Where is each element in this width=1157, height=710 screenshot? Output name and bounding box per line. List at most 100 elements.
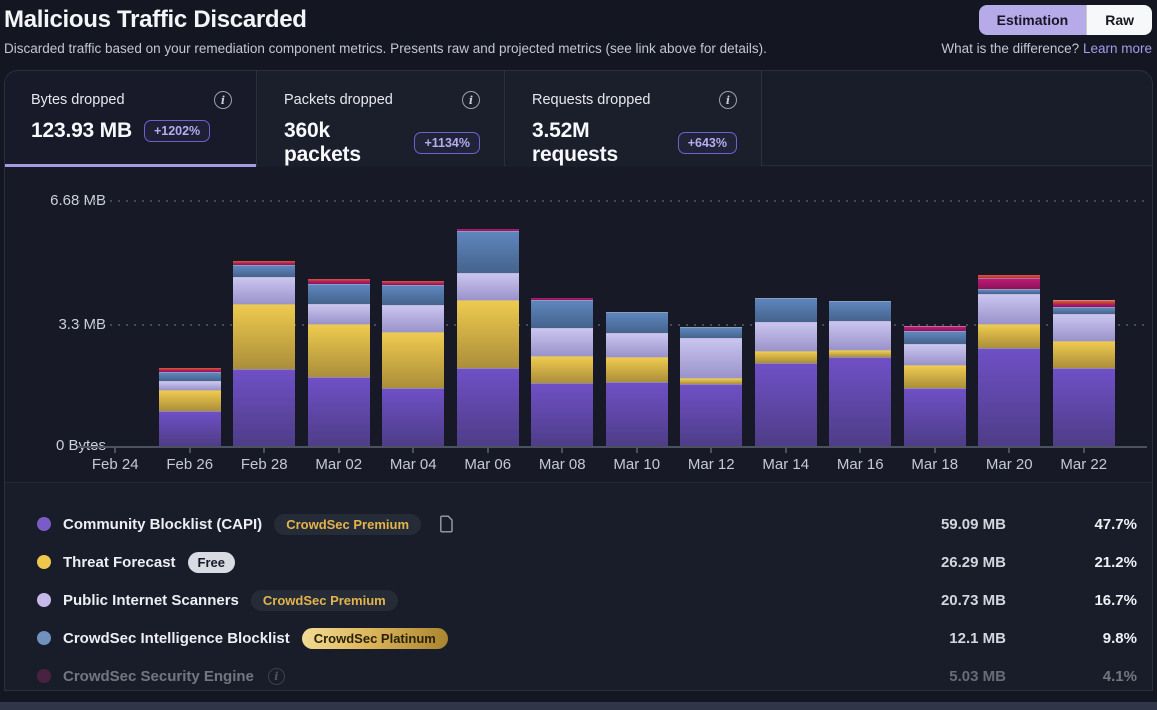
learn-more-link[interactable]: Learn more xyxy=(1082,41,1152,56)
tab-packets-dropped[interactable]: Packets dropped 360k packets +1134% xyxy=(258,71,505,166)
raw-toggle-button[interactable]: Raw xyxy=(1086,5,1152,35)
x-tick-mark xyxy=(561,448,564,453)
bar-segment-threat-forecast xyxy=(903,364,966,389)
bar-segment-crowdsec-intelligence-blocklist xyxy=(680,326,743,338)
legend-row-community-blocklist-capi[interactable]: Community Blocklist (CAPI) CrowdSec Premi… xyxy=(5,505,1152,543)
bar-slot-mar-04 xyxy=(376,167,451,446)
x-tick-label-mar-14: Mar 14 xyxy=(762,456,810,473)
bar-slot-mar-08 xyxy=(525,167,600,446)
bar-mar-16[interactable] xyxy=(829,301,892,446)
x-tick-mark xyxy=(1008,448,1011,453)
legend-item-percent: 47.7% xyxy=(1094,515,1137,533)
bar-segment-crowdsec-security-engine xyxy=(1052,304,1115,308)
bar-segment-community-blocklist-capi xyxy=(903,388,966,446)
bar-mar-10[interactable] xyxy=(605,311,668,446)
bar-segment-public-internet-scanners xyxy=(829,320,892,351)
bar-slot-mar-12 xyxy=(674,167,749,446)
x-tick-label-mar-22: Mar 22 xyxy=(1060,456,1108,473)
x-tick-mark xyxy=(1082,448,1085,453)
x-tick-mark xyxy=(263,448,266,453)
tab-requests-dropped[interactable]: Requests dropped 3.52M requests +643% xyxy=(506,71,762,166)
bar-segment-threat-forecast xyxy=(456,299,519,368)
bar-mar-22[interactable] xyxy=(1052,299,1115,446)
page-title: Malicious Traffic Discarded xyxy=(4,6,307,33)
legend-item-percent: 16.7% xyxy=(1094,591,1137,609)
bar-slot-feb-28 xyxy=(227,167,302,446)
bar-segment-public-internet-scanners xyxy=(531,327,594,356)
legend-row-public-internet-scanners[interactable]: Public Internet Scanners CrowdSec Premium… xyxy=(5,581,1152,619)
legend-item-name: CrowdSec Intelligence Blocklist xyxy=(63,629,290,647)
bar-segment-crowdsec-security-engine xyxy=(158,369,221,372)
legend-item-percent: 4.1% xyxy=(1102,667,1137,685)
legend-item-value: 5.03 MB xyxy=(949,667,1006,685)
legend-row-left: Threat Forecast Free xyxy=(37,551,856,573)
legend-item-percent: 9.8% xyxy=(1102,629,1137,647)
bar-segment-other xyxy=(307,278,370,281)
chart-legend: Community Blocklist (CAPI) CrowdSec Premi… xyxy=(5,482,1152,692)
x-slot-mar-06: Mar 06 xyxy=(451,448,526,473)
bar-mar-20[interactable] xyxy=(978,275,1041,446)
bar-slot-mar-06 xyxy=(451,167,526,446)
document-icon[interactable] xyxy=(439,515,454,533)
bar-mar-06[interactable] xyxy=(456,229,519,446)
bar-segment-crowdsec-intelligence-blocklist xyxy=(307,283,370,305)
plan-badge-premium: CrowdSec Premium xyxy=(274,513,422,535)
info-icon[interactable] xyxy=(267,667,285,685)
legend-item-value: 26.29 MB xyxy=(940,553,1006,571)
x-tick-label-mar-04: Mar 04 xyxy=(389,456,437,473)
bar-slot-mar-20 xyxy=(972,167,1047,446)
bar-segment-threat-forecast xyxy=(382,331,445,389)
legend-item-name: CrowdSec Security Engine xyxy=(63,667,254,685)
bar-segment-other xyxy=(233,260,296,263)
bar-mar-04[interactable] xyxy=(382,280,445,446)
bar-mar-18[interactable] xyxy=(903,326,966,446)
tab-bytes-dropped[interactable]: Bytes dropped 123.93 MB +1202% xyxy=(5,71,257,167)
legend-row-threat-forecast[interactable]: Threat Forecast Free 26.29 MB 21.2% xyxy=(5,543,1152,581)
info-icon[interactable] xyxy=(462,91,480,109)
legend-row-left: CrowdSec Intelligence Blocklist CrowdSec … xyxy=(37,627,856,649)
legend-row-crowdsec-security-engine[interactable]: CrowdSec Security Engine 5.03 MB 4.1% xyxy=(5,657,1152,695)
plot-right-spacer xyxy=(1121,448,1147,473)
bar-mar-02[interactable] xyxy=(307,278,370,446)
bar-segment-crowdsec-intelligence-blocklist xyxy=(754,298,817,323)
bar-feb-26[interactable] xyxy=(158,367,221,446)
bar-segment-crowdsec-intelligence-blocklist xyxy=(978,288,1041,295)
x-tick-mark xyxy=(635,448,638,453)
bytes-dropped-value: 123.93 MB xyxy=(31,119,132,142)
bar-segment-community-blocklist-capi xyxy=(754,363,817,446)
bar-segment-public-internet-scanners xyxy=(978,294,1041,324)
x-tick-label-mar-06: Mar 06 xyxy=(464,456,512,473)
bar-mar-08[interactable] xyxy=(531,298,594,446)
estimation-raw-toggle: Estimation Raw xyxy=(978,5,1152,35)
x-tick-label-mar-12: Mar 12 xyxy=(687,456,735,473)
page-header: Malicious Traffic Discarded Discarded tr… xyxy=(4,6,767,56)
x-tick-mark xyxy=(933,448,936,453)
bar-segment-threat-forecast xyxy=(680,377,743,385)
plan-badge-free: Free xyxy=(187,551,236,573)
x-slot-feb-28: Feb 28 xyxy=(227,448,302,473)
bar-segment-crowdsec-intelligence-blocklist xyxy=(158,371,221,381)
estimation-toggle-button[interactable]: Estimation xyxy=(978,5,1087,35)
info-icon[interactable] xyxy=(214,91,232,109)
gridline-6-68-mb xyxy=(78,199,1147,202)
bar-segment-other xyxy=(1052,299,1115,305)
x-tick-label-mar-20: Mar 20 xyxy=(985,456,1033,473)
x-tick-label-mar-16: Mar 16 xyxy=(836,456,884,473)
requests-delta-badge: +643% xyxy=(677,132,737,154)
x-tick-mark xyxy=(486,448,489,453)
bar-feb-28[interactable] xyxy=(233,260,296,446)
bar-mar-14[interactable] xyxy=(754,298,817,446)
info-icon[interactable] xyxy=(719,91,737,109)
bar-segment-other xyxy=(978,275,1041,278)
bytes-delta-badge: +1202% xyxy=(143,120,211,142)
bar-mar-12[interactable] xyxy=(680,326,743,446)
x-slot-mar-04: Mar 04 xyxy=(376,448,451,473)
metrics-panel: Bytes dropped 123.93 MB +1202% Packets d… xyxy=(4,70,1153,691)
bar-segment-crowdsec-intelligence-blocklist xyxy=(1052,307,1115,314)
bar-segment-threat-forecast xyxy=(307,323,370,378)
x-tick-mark xyxy=(859,448,862,453)
x-slot-mar-14: Mar 14 xyxy=(749,448,824,473)
legend-row-crowdsec-intelligence-blocklist[interactable]: CrowdSec Intelligence Blocklist CrowdSec … xyxy=(5,619,1152,657)
legend-row-left: CrowdSec Security Engine xyxy=(37,667,856,685)
